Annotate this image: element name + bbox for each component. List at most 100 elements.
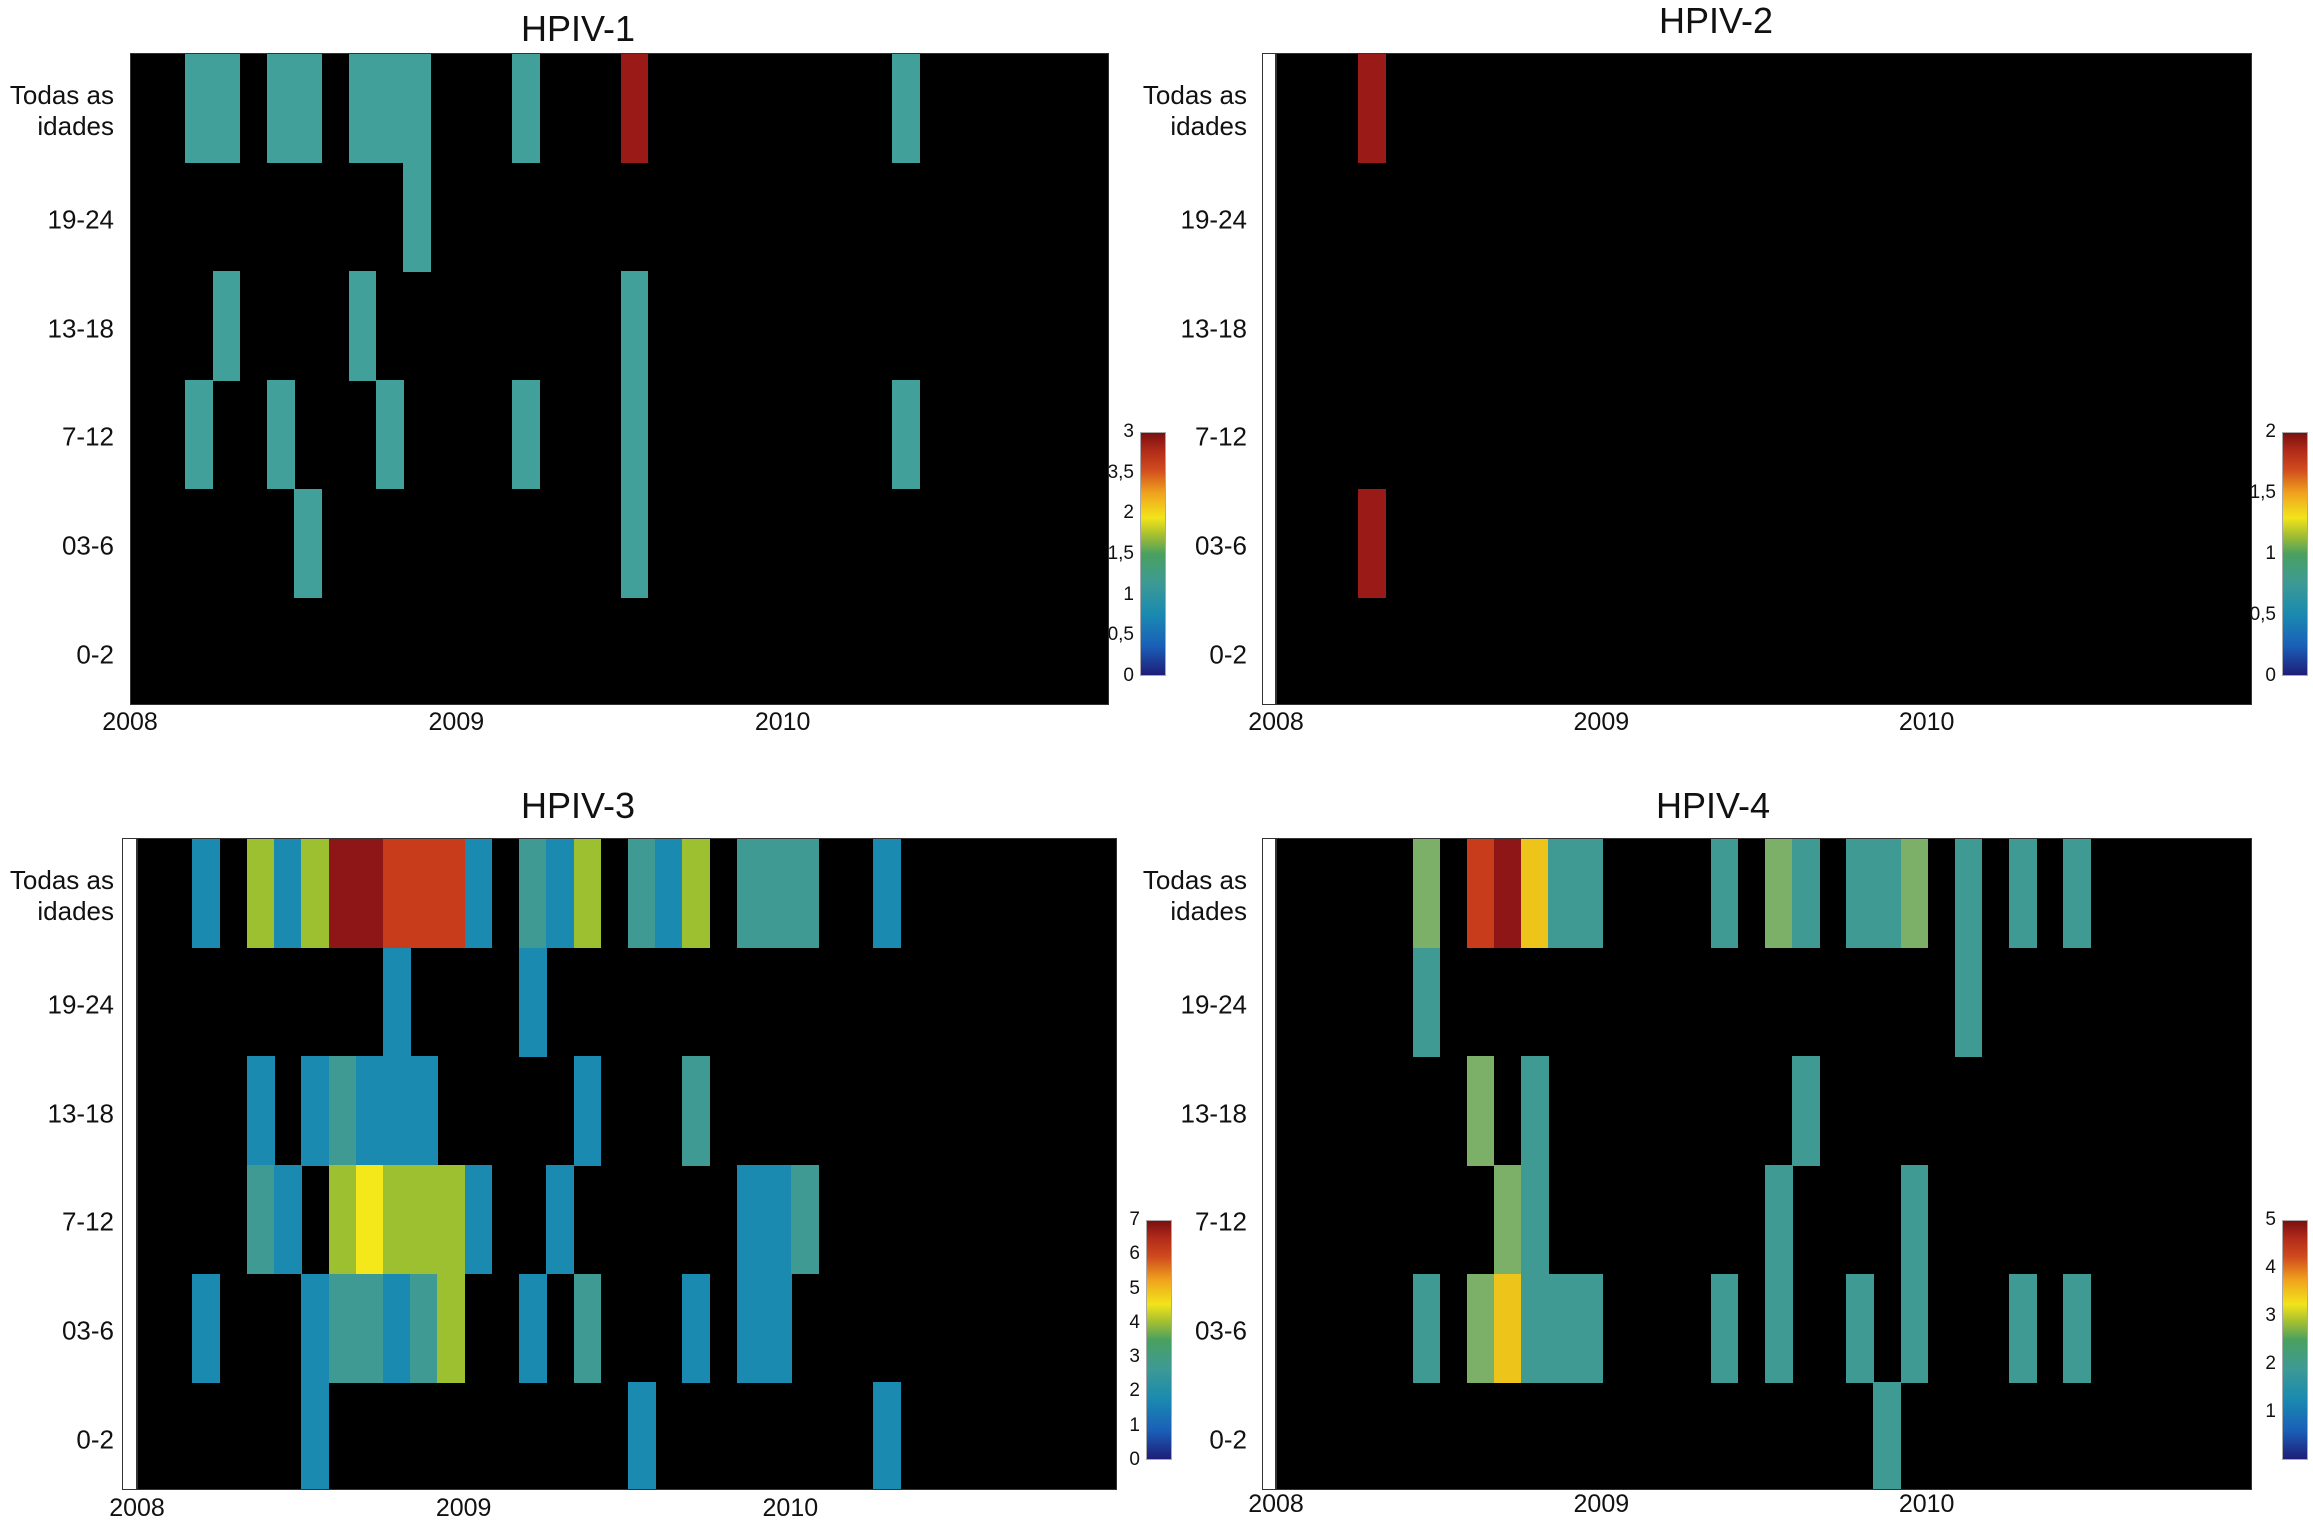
x-tick-label: 2010 xyxy=(1898,708,1955,736)
heatmap-cell xyxy=(1792,1056,1820,1166)
plot-left-strip xyxy=(122,838,137,1490)
colorbar-tick-label: 2 xyxy=(1129,1380,1140,1402)
colorbar-tick-label: 7 xyxy=(1129,1209,1140,1230)
heatmap-cell xyxy=(1412,947,1441,1057)
heatmap-cell xyxy=(274,1165,302,1275)
heatmap-cell xyxy=(2009,1273,2037,1383)
heatmap-cell xyxy=(791,1165,820,1275)
heatmap-cell xyxy=(892,54,921,164)
x-tick-label: 2008 xyxy=(109,1494,165,1522)
colorbar-tick-label: 0 xyxy=(1129,1449,1140,1470)
heatmap-cell xyxy=(764,1165,792,1275)
heatmap-cell xyxy=(1710,839,1739,949)
heatmap-cell xyxy=(355,1056,384,1166)
heatmap-cell xyxy=(328,839,357,949)
x-tick-label: 2009 xyxy=(1573,1490,1630,1518)
x-tick-label: 2008 xyxy=(102,708,158,736)
heatmap-cell xyxy=(1900,1273,1929,1383)
heatmap-cell xyxy=(1765,1165,1793,1275)
heatmap-cell xyxy=(348,54,377,164)
heatmap-cell xyxy=(655,839,684,949)
heatmap-cell xyxy=(546,839,575,949)
row-label: 19-24 xyxy=(47,204,115,235)
heatmap-cell xyxy=(192,1273,221,1383)
heatmap-cell xyxy=(2063,839,2091,949)
heatmap-cell xyxy=(764,1273,792,1383)
heatmap-cell xyxy=(464,839,493,949)
colorbar-tick-label: 4 xyxy=(1129,1311,1140,1333)
colorbar-tick-label: 1 xyxy=(2265,1401,2276,1422)
heatmap-cell xyxy=(383,947,411,1057)
heatmap-cell xyxy=(1521,1056,1549,1166)
heatmap-cell xyxy=(620,380,649,490)
heatmap-cell xyxy=(1412,839,1441,949)
row-label: 13-18 xyxy=(47,1098,115,1129)
heatmap-cell xyxy=(437,1273,466,1383)
chart-title: HPIV-2 xyxy=(1658,0,1774,41)
heatmap-cell xyxy=(736,1273,765,1383)
heatmap-cell xyxy=(402,54,431,164)
x-tick-label: 2009 xyxy=(435,1494,492,1522)
heatmap-cell xyxy=(736,839,765,949)
heatmap-cell xyxy=(383,1056,411,1166)
heatmap-cell xyxy=(682,1056,711,1166)
colorbar xyxy=(1146,1220,1172,1460)
colorbar-tick-label: 2 xyxy=(1123,502,1134,524)
colorbar-tick-label: 0,5 xyxy=(2249,604,2276,625)
heatmap-cell xyxy=(1412,1273,1441,1383)
heatmap-cell xyxy=(519,839,547,949)
heatmap-cell xyxy=(628,1382,656,1489)
chart-title: HPIV-3 xyxy=(520,785,636,826)
colorbar-tick-label: 1 xyxy=(1123,583,1134,605)
row-label: Todas as idades xyxy=(1142,865,1247,927)
colorbar-tick-label: 2 xyxy=(2265,1353,2276,1374)
heatmap-cell xyxy=(301,1273,330,1383)
heatmap-cell xyxy=(410,839,439,949)
colorbar-tick-label: 5 xyxy=(1129,1277,1140,1299)
heatmap-cell xyxy=(892,380,921,490)
heatmap-cell xyxy=(1575,839,1603,949)
heatmap-cell xyxy=(355,1273,384,1383)
heatmap-cell xyxy=(791,839,820,949)
row-label: 19-24 xyxy=(47,989,115,1020)
heatmap-cell xyxy=(1493,839,1522,949)
heatmap-cell xyxy=(348,271,377,381)
heatmap-cell xyxy=(246,1056,275,1166)
colorbar-tick-label: 0,5 xyxy=(1107,624,1134,646)
colorbar xyxy=(1140,432,1166,676)
heatmap-cell xyxy=(328,1056,357,1166)
heatmap-cell xyxy=(682,839,711,949)
heatmap-cell xyxy=(1765,1273,1793,1383)
colorbar-tick-label: 1 xyxy=(1129,1414,1140,1436)
heatmap-cell xyxy=(266,380,295,490)
row-label: Todas as idades xyxy=(9,865,114,927)
heatmap-plot-area xyxy=(137,838,1117,1490)
x-tick-label: 2010 xyxy=(1898,1490,1955,1518)
heatmap-cell xyxy=(328,1165,357,1275)
heatmap-cell xyxy=(1548,1273,1576,1383)
row-label: Todas as idades xyxy=(9,80,114,142)
colorbar-tick-label: 3,5 xyxy=(1107,461,1134,483)
heatmap-cell xyxy=(301,1382,330,1489)
x-tick-label: 2008 xyxy=(1248,1490,1304,1518)
heatmap-cell xyxy=(185,54,214,164)
row-label: 7-12 xyxy=(61,421,114,452)
heatmap-cell xyxy=(573,1056,602,1166)
row-label: 13-18 xyxy=(1180,313,1248,344)
colorbar xyxy=(2282,1220,2308,1460)
heatmap-cell xyxy=(1493,1273,1522,1383)
heatmap-cell xyxy=(266,54,295,164)
heatmap-cell xyxy=(2009,839,2037,949)
heatmap-cell xyxy=(1521,839,1549,949)
row-label: 19-24 xyxy=(1180,204,1248,235)
colorbar-tick-label: 1,5 xyxy=(1107,543,1134,564)
colorbar-tick-label: 0 xyxy=(1123,665,1134,686)
heatmap-cell xyxy=(511,54,540,164)
colorbar-tick-label: 3 xyxy=(1129,1346,1140,1368)
row-label: 0-2 xyxy=(1209,1424,1247,1455)
heatmap-cell xyxy=(1873,1382,1902,1489)
row-label: 0-2 xyxy=(76,1424,114,1455)
heatmap-cell xyxy=(410,1056,439,1166)
